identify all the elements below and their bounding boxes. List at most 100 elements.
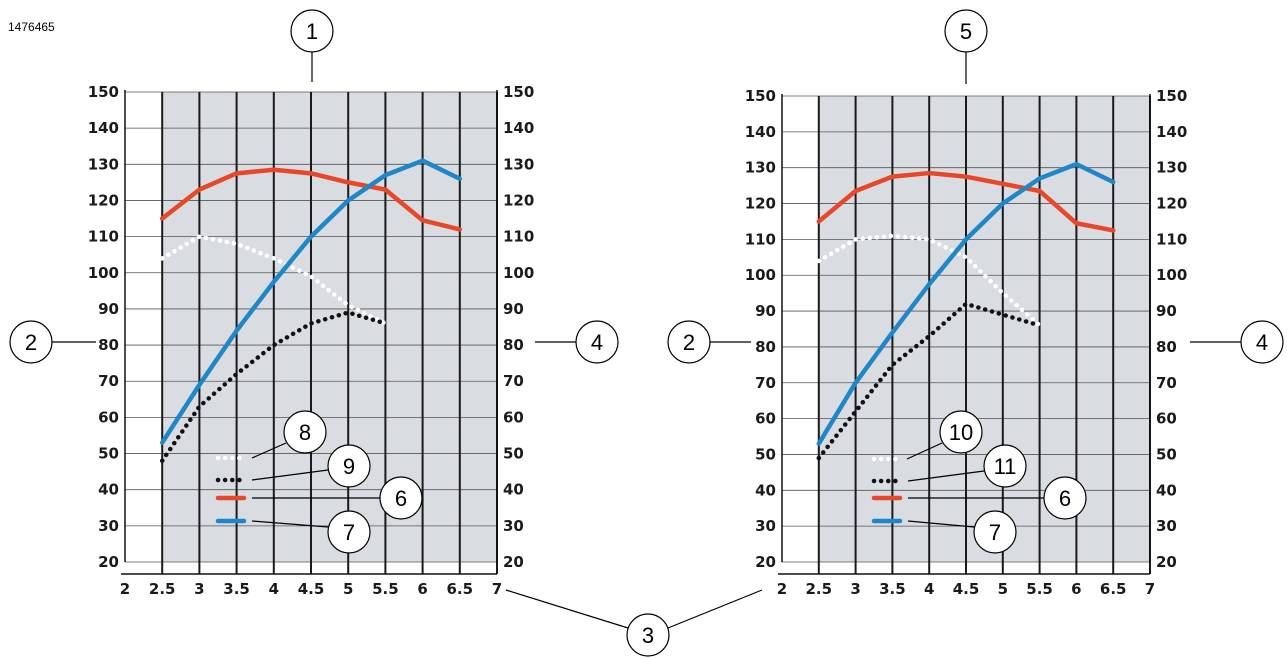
series-line-10 [816,233,1042,328]
y-tick-label: 40 [98,481,119,499]
x-tick-label: 6 [417,580,427,598]
y-tick-label: 80 [98,336,119,354]
y2-tick-label: 80 [1156,338,1177,356]
y-tick-label: 40 [755,481,776,499]
y2-tick-label: 140 [1156,123,1187,141]
y-tick-label: 60 [755,410,776,428]
y-tick-label: 50 [755,445,776,463]
y-tick-label: 110 [88,228,119,246]
y-tick-label: 90 [755,302,776,320]
x-tick-label: 5 [998,580,1008,598]
callout-10-leader [906,442,943,460]
series-line-7 [816,161,1116,446]
y2-tick-label: 100 [503,264,534,282]
y2-tick-label: 50 [1156,445,1177,463]
x-tick-label: 2 [120,580,130,598]
x-tick-label: 4 [924,580,934,598]
x-tick-label: 6.5 [447,580,474,598]
callout-8-leader [251,442,287,459]
series-line-7 [159,158,463,445]
callout-3-leader-left [505,589,629,629]
y2-tick-label: 20 [1156,553,1177,571]
y2-tick-label: 90 [1156,302,1177,320]
x-tick-label: 7 [1145,580,1155,598]
y2-tick-label: 40 [503,481,524,499]
callout-4-left-label: 4 [591,330,603,355]
callout-2-left-label: 2 [25,330,37,355]
x-tick-label: 5 [343,580,353,598]
y2-tick-label: 60 [1156,410,1177,428]
callout-7-left-circle [327,510,371,554]
callout-layer: 1 5 2 2 4 4 3 8 9 6 7 10 11 6 7 [9,9,1284,657]
callout-1-label: 1 [306,19,318,44]
y-tick-label: 100 [745,266,776,284]
callout-4-right-label: 4 [1256,330,1268,355]
y2-tick-label: 150 [1156,87,1187,105]
y-tick-label: 20 [755,553,776,571]
callout-11-label: 11 [994,454,1017,479]
y-tick-label: 150 [88,83,119,101]
y2-tick-label: 130 [503,155,534,173]
series-line-9 [159,310,388,464]
callout-2-left-circle [9,320,53,364]
chart-left: 20 30 40 50 60 70 80 90 100 110 120 130 140 150 20 30 40… [88,83,535,598]
y2-tick-label: 60 [503,408,524,426]
y2-tick-label: 140 [503,119,534,137]
x-tick-label: 6.5 [1100,580,1127,598]
callout-9-label: 9 [343,454,355,479]
x-tick-label: 2 [777,580,787,598]
callout-2-right-label: 2 [683,330,695,355]
y-tick-label: 30 [755,517,776,535]
callout-1-circle [290,9,334,53]
callout-10-label: 10 [949,420,973,445]
series-line-11 [816,301,1042,461]
callout-9-leader [251,469,329,481]
callout-4-right-circle [1240,320,1284,364]
y2-tick-label: 30 [1156,517,1177,535]
y-tick-label: 100 [88,264,119,282]
y-tick-label: 140 [88,119,119,137]
y2-tick-label: 120 [1156,195,1187,213]
x-tick-label: 7 [492,580,502,598]
callout-5-circle [944,9,988,53]
callout-3-label: 3 [642,623,654,648]
y2-tick-label: 70 [503,372,524,390]
callout-7-right-circle [973,510,1017,554]
series-line-6 [816,170,1116,233]
x-tick-label: 3.5 [223,580,250,598]
callout-10-circle [939,410,983,454]
y-tick-label: 70 [98,372,119,390]
image-id-label: 1476465 [8,20,55,34]
y2-tick-label: 150 [503,83,534,101]
callout-9-circle [327,444,371,488]
y-tick-label: 110 [745,230,776,248]
plot-area [818,96,1150,562]
y-tick-label: 120 [88,191,119,209]
y2-tick-label: 120 [503,191,534,209]
y2-tick-label: 110 [503,228,534,246]
y2-tick-label: 80 [503,336,524,354]
x-tick-label: 4.5 [953,580,980,598]
y-tick-label: 150 [745,87,776,105]
callout-2-right-circle [667,320,711,364]
y2-tick-label: 90 [503,300,524,318]
callout-6-right-label: 6 [1059,486,1071,511]
x-tick-label: 5.5 [1026,580,1053,598]
callout-11-leader [907,470,985,482]
x-tick-label: 2.5 [806,580,833,598]
callout-11-circle [983,444,1027,488]
y-tick-label: 60 [98,408,119,426]
chart-right: 20 30 40 50 60 70 80 90 100 110 120 130 140 150 20 30 40… [745,87,1188,598]
y2-tick-label: 30 [503,517,524,535]
x-tick-label: 4 [269,580,279,598]
y-tick-label: 70 [755,374,776,392]
y-tick-label: 30 [98,517,119,535]
callout-7-left-label: 7 [343,520,355,545]
x-tick-label: 5.5 [372,580,399,598]
x-tick-label: 2.5 [149,580,176,598]
x-tick-label: 3 [850,580,860,598]
plot-area [162,92,497,562]
y-tick-label: 120 [745,195,776,213]
y2-tick-label: 70 [1156,374,1177,392]
